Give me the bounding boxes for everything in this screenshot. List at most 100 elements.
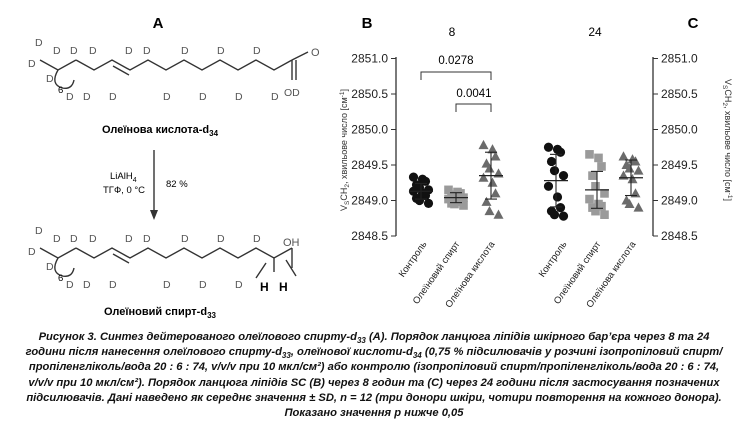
data-point: [630, 156, 641, 166]
atom-d: D: [66, 279, 74, 291]
data-point: [546, 156, 557, 167]
data-point: [549, 210, 560, 220]
data-point: [423, 198, 434, 208]
panel-b: B 8 VSCH2, хвильове число [см-1] 2848.5 …: [339, 15, 504, 310]
panel-c: C 24 VSCH2, хвильове число [см-1] 2848.5…: [537, 15, 733, 310]
atom-d: D: [89, 45, 97, 57]
product-structure: [39, 247, 297, 279]
data-point: [543, 142, 554, 152]
yield-label: 82 %: [166, 179, 188, 190]
data-point: [478, 172, 489, 182]
atom-d: D: [83, 91, 91, 103]
reactant-name: Олеїнова кислота-d34: [102, 124, 219, 138]
repeat-count: 6: [58, 85, 63, 96]
atom-d: D: [83, 279, 91, 291]
data-point: [481, 196, 492, 206]
atom-d: D: [109, 91, 117, 103]
y-tick-label: 2849.0: [661, 194, 698, 208]
x-tick-label: Контроль: [537, 239, 570, 279]
data-point: [633, 165, 644, 175]
data-point: [408, 172, 419, 182]
y-tick-label: 2850.0: [661, 123, 698, 137]
atom-d: D: [53, 45, 61, 57]
y-tick-label: 2850.5: [661, 87, 698, 101]
data-point: [543, 181, 554, 191]
atom-od: OD: [284, 87, 300, 99]
atom-d: D: [143, 233, 151, 245]
reaction-arrowhead: [150, 210, 158, 220]
atom-d: D: [271, 91, 279, 103]
caption-text: Показано значення p нижче 0,05: [284, 407, 464, 420]
solvent-label: ТГФ, 0 °C: [103, 185, 145, 196]
timepoint-24h-label: 24: [588, 25, 602, 39]
y-tick-label: 2849.5: [661, 158, 698, 172]
atom-h: H: [260, 280, 269, 294]
caption-text: Рисунок 3. Синтез дейтерованого олеїлово…: [38, 331, 357, 343]
data-point: [591, 206, 600, 216]
data-point: [594, 153, 603, 163]
panel-a-label: A: [153, 15, 164, 32]
product-atoms: D D D D D D D D D D D D D D D D D: [28, 225, 261, 291]
atom-d: D: [70, 45, 78, 57]
data-point: [588, 171, 597, 180]
data-point: [478, 139, 489, 150]
reactant-structure: [39, 51, 309, 90]
atom-d: D: [28, 246, 36, 258]
data-point: [633, 202, 644, 212]
p-value-label: 0.0041: [456, 88, 491, 100]
data-point: [585, 194, 594, 204]
p-value-label: 0.0278: [438, 55, 473, 67]
atom-d: D: [163, 279, 171, 291]
y-tick-label: 2849.5: [351, 158, 388, 172]
caption-subscript: 34: [412, 351, 422, 361]
atom-d: D: [235, 91, 243, 103]
y-ticks-left: 2848.5 2849.0 2849.5 2850.0 2850.5 2851.…: [351, 52, 396, 243]
data-point: [414, 195, 425, 206]
data-point: [618, 151, 629, 161]
data-point: [597, 201, 606, 211]
atom-d: D: [217, 233, 225, 245]
reagent-label: LiAlH4: [110, 171, 137, 184]
figure-graphics: A D D D D D D D D D D D D D D D D: [28, 15, 733, 320]
atom-d: D: [181, 233, 189, 245]
data-point: [552, 192, 563, 202]
y-tick-label: 2849.0: [351, 194, 388, 208]
atom-d: D: [253, 45, 261, 57]
timepoint-8h-label: 8: [449, 25, 456, 39]
x-labels-8h: Контроль Олеїновий спирт Олеїнова кислот…: [397, 239, 498, 310]
data-point: [490, 188, 501, 198]
data-point: [558, 171, 569, 181]
atom-d: D: [35, 225, 43, 237]
caption-text: пропіленгліколь/вода 20 : 6 : 74, v/v/v …: [28, 361, 720, 374]
atom-d: D: [199, 279, 207, 291]
atom-d: D: [125, 233, 133, 245]
x-labels-24h: Контроль Олеїновий спирт Олеїнова кислот…: [537, 239, 639, 310]
data-point: [487, 144, 498, 154]
data-point: [493, 209, 504, 219]
atom-d: D: [28, 58, 36, 70]
y-tick-label: 2850.5: [351, 87, 388, 101]
atom-d: D: [35, 37, 43, 49]
atom-d: D: [70, 233, 78, 245]
atom-d: D: [253, 233, 261, 245]
caption-subscript: 33: [356, 336, 366, 346]
panel-b-label: B: [362, 15, 373, 32]
data-point: [585, 150, 594, 159]
panel-c-label: C: [688, 15, 699, 32]
atom-d: D: [46, 261, 54, 273]
atom-d: D: [181, 45, 189, 57]
figure-caption: Рисунок 3. Синтез дейтерованого олеїлово…: [8, 330, 740, 421]
plot-area-8h: [408, 139, 504, 219]
y-ticks-right: 2848.5 2849.0 2849.5 2850.0 2850.5 2851.…: [653, 52, 698, 243]
caption-text: години після нанесення олеїлового спирту…: [25, 346, 282, 359]
atom-d: D: [125, 45, 133, 57]
x-tick-label: Контроль: [397, 239, 430, 279]
y-axis-title-right: VSCH2, хвильове число [см-1]: [721, 79, 733, 201]
panel-a: A D D D D D D D D D D D D D D D D: [28, 15, 320, 320]
data-point: [555, 147, 566, 157]
data-point: [444, 185, 453, 195]
caption-text: , олеїнової кислоти-d: [290, 346, 413, 359]
product-name: Олеїновий спирт-d33: [104, 306, 216, 320]
y-axis-title-left: VSCH2, хвильове число [см-1]: [339, 89, 351, 211]
